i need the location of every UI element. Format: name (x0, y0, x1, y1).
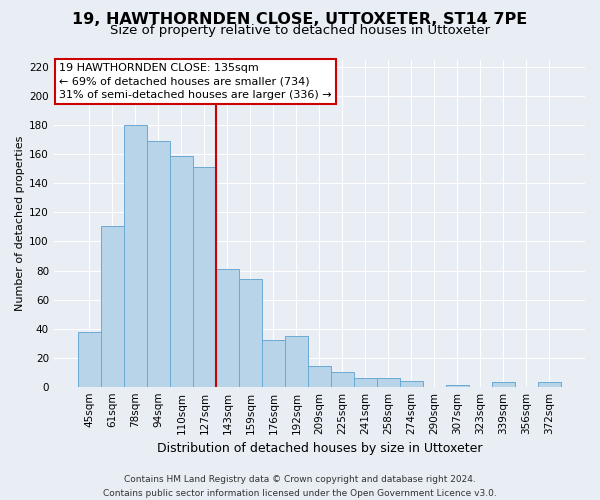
Bar (308, 366, 331, 386)
Bar (400, 381, 423, 386)
Bar (446, 385, 469, 386)
Bar (262, 340, 285, 386)
Text: Contains HM Land Registry data © Crown copyright and database right 2024.
Contai: Contains HM Land Registry data © Crown c… (103, 476, 497, 498)
Bar (239, 279, 262, 386)
Bar (492, 382, 515, 386)
Bar (193, 168, 216, 386)
Bar (101, 226, 124, 386)
Bar (147, 142, 170, 386)
Text: Size of property relative to detached houses in Uttoxeter: Size of property relative to detached ho… (110, 24, 490, 37)
Bar (170, 156, 193, 386)
Bar (216, 269, 239, 386)
Bar (285, 336, 308, 386)
Bar (354, 378, 377, 386)
Text: 19 HAWTHORNDEN CLOSE: 135sqm
← 69% of detached houses are smaller (734)
31% of s: 19 HAWTHORNDEN CLOSE: 135sqm ← 69% of de… (59, 64, 332, 100)
Bar (124, 126, 147, 386)
X-axis label: Distribution of detached houses by size in Uttoxeter: Distribution of detached houses by size … (157, 442, 482, 455)
Y-axis label: Number of detached properties: Number of detached properties (15, 136, 25, 311)
Bar (538, 382, 561, 386)
Bar (78, 332, 101, 386)
Text: 19, HAWTHORNDEN CLOSE, UTTOXETER, ST14 7PE: 19, HAWTHORNDEN CLOSE, UTTOXETER, ST14 7… (73, 12, 527, 28)
Bar (377, 378, 400, 386)
Bar (331, 372, 354, 386)
